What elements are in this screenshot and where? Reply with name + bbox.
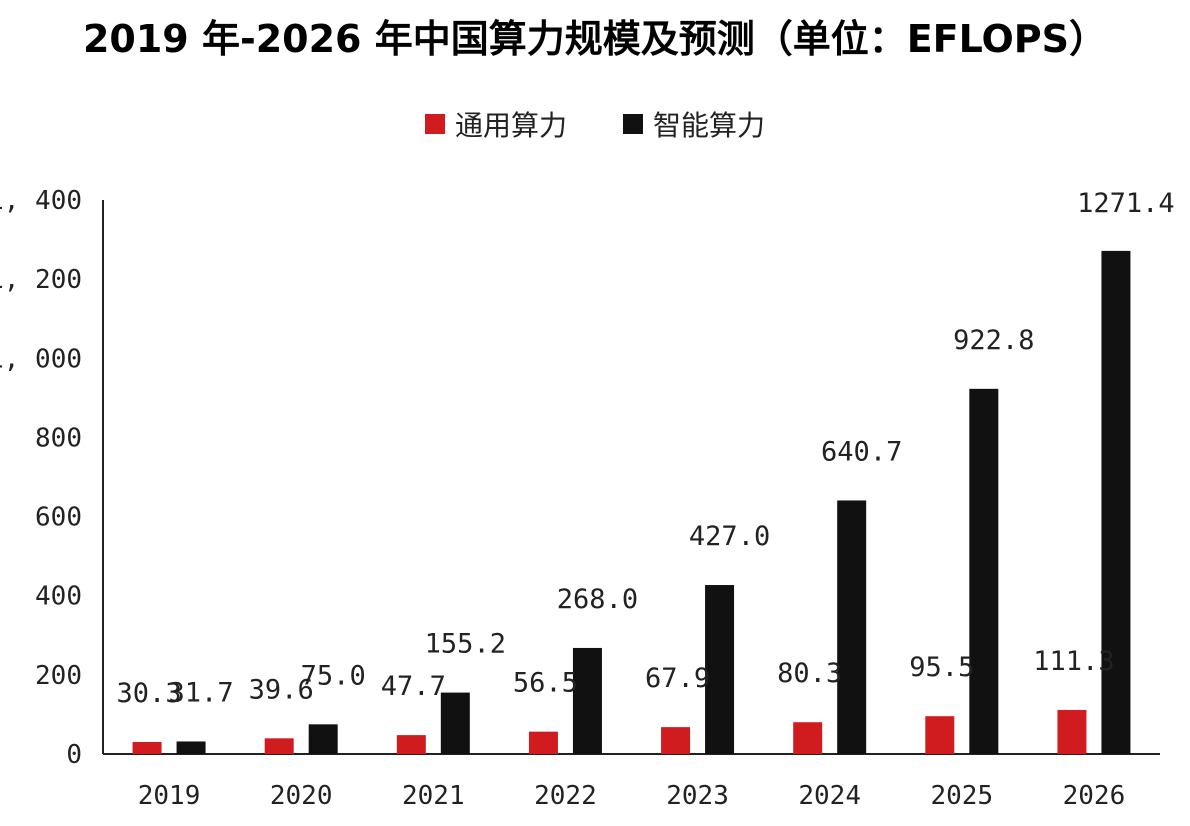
x-tick-label: 2022	[534, 781, 597, 811]
x-tick-label: 2025	[931, 781, 994, 811]
bar-general	[264, 738, 294, 754]
bar-intelligent	[969, 388, 999, 754]
data-label-intelligent: 268.0	[557, 584, 638, 615]
x-tick-label: 2021	[402, 781, 465, 811]
x-tick-label: 2019	[138, 781, 201, 811]
y-tick-label: 400	[35, 582, 82, 612]
data-label-intelligent: 640.7	[821, 436, 902, 467]
data-label-general: 47.7	[381, 671, 446, 702]
bar-intelligent	[440, 692, 470, 754]
legend-item-general: 通用算力	[424, 104, 567, 144]
y-tick-label: 1, 400	[0, 186, 82, 216]
x-tick-label: 2023	[666, 781, 729, 811]
bar-intelligent	[308, 724, 338, 754]
bar-general	[661, 727, 691, 754]
bar-general	[132, 742, 162, 754]
y-tick-label: 1, 200	[0, 265, 82, 295]
data-label-intelligent: 155.2	[425, 629, 506, 660]
bar-intelligent	[837, 500, 867, 754]
data-label-intelligent: 1271.4	[1077, 188, 1175, 219]
bar-intelligent	[176, 741, 206, 754]
y-tick-label: 200	[35, 661, 82, 691]
legend-swatch-intelligent	[623, 114, 643, 134]
y-tick-label: 0	[66, 740, 82, 770]
data-label-general: 95.5	[909, 652, 974, 683]
bar-general	[396, 735, 426, 754]
data-label-intelligent: 75.0	[301, 660, 366, 691]
chart-legend: 通用算力 智能算力	[0, 104, 1190, 144]
legend-swatch-general	[424, 114, 445, 134]
x-tick-label: 2020	[270, 781, 333, 811]
data-label-intelligent: 31.7	[169, 677, 234, 708]
data-label-general: 80.3	[777, 658, 842, 689]
data-label-general: 111.3	[1033, 646, 1114, 677]
y-tick-label: 800	[35, 423, 82, 453]
x-tick-label: 2026	[1063, 781, 1126, 811]
legend-label-general: 通用算力	[454, 109, 567, 142]
data-label-general: 39.6	[249, 674, 314, 705]
y-tick-label: 600	[35, 503, 82, 533]
bar-general	[793, 722, 823, 754]
data-label-general: 56.5	[513, 668, 578, 699]
data-label-general: 30.3	[117, 678, 182, 709]
chart-title: 2019 年-2026 年中国算力规模及预测（单位：EFLOPS）	[82, 17, 1108, 61]
bar-general	[528, 731, 558, 754]
bar-intelligent	[572, 647, 602, 754]
y-tick-label: 1, 000	[0, 344, 82, 374]
legend-item-intelligent: 智能算力	[623, 104, 765, 144]
data-label-intelligent: 427.0	[689, 521, 770, 552]
x-tick-label: 2024	[798, 781, 861, 811]
bar-intelligent	[705, 585, 735, 754]
legend-label-intelligent: 智能算力	[653, 109, 766, 142]
bar-intelligent	[1101, 250, 1131, 754]
data-label-intelligent: 922.8	[953, 325, 1034, 356]
bar-general	[925, 716, 955, 754]
data-label-general: 67.9	[645, 663, 710, 694]
bar-general	[1057, 709, 1087, 754]
